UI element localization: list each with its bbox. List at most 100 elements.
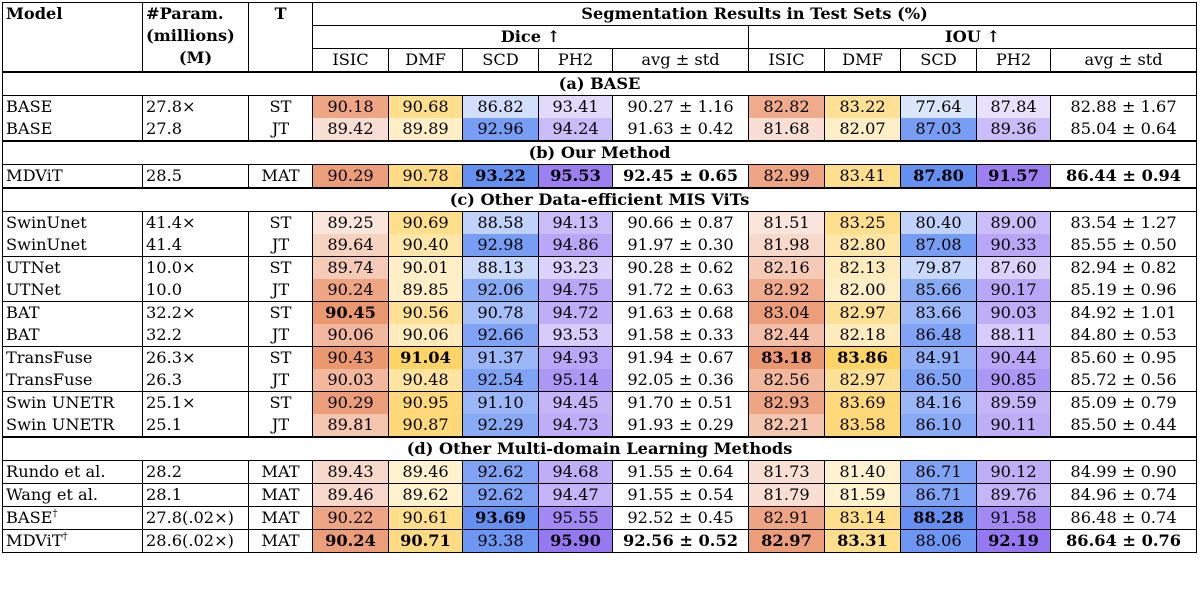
section-title: (b) Our Method [1, 140, 1198, 165]
iou-avg-cell: 85.50 ± 0.44 [1049, 414, 1198, 438]
param-cell: 26.3 [142, 369, 249, 392]
dice-isic-cell: 89.74 [312, 256, 389, 279]
header-params-line3: (M) [178, 48, 213, 67]
model-cell: SwinUnet [2, 211, 143, 234]
iou-isic-cell: 81.68 [748, 118, 825, 142]
header-segmentation-title: Segmentation Results in Test Sets (%) [311, 2, 1198, 26]
section-title: (a) BASE [1, 71, 1198, 96]
param-cell: 27.8 [142, 118, 249, 142]
dice-ph2-cell: 94.47 [538, 483, 613, 507]
dice-avg-cell: 91.94 ± 0.67 [612, 346, 749, 369]
dice-scd-cell: 92.96 [462, 118, 539, 142]
table-row: TransFuse 26.3 JT 90.03 90.48 92.54 95.14 92.05… [2, 369, 1198, 392]
model-cell: Rundo et al. [2, 460, 143, 484]
dice-scd-cell: 93.22 [462, 164, 539, 189]
iou-isic-cell: 81.79 [748, 483, 825, 507]
dice-dmf-cell: 90.48 [388, 369, 463, 392]
dice-scd-cell: 88.13 [462, 256, 539, 279]
model-cell: BASE† [2, 506, 143, 530]
iou-dmf-cell: 83.69 [824, 391, 901, 414]
dice-scd-cell: 92.62 [462, 460, 539, 484]
iou-scd-cell: 79.87 [900, 256, 977, 279]
dagger-mark: † [62, 531, 68, 543]
dice-scd-cell: 92.06 [462, 279, 539, 302]
training-type-cell: MAT [248, 460, 313, 484]
section-header: (c) Other Data-efficient MIS ViTs [1, 187, 1198, 212]
table-row: BAT 32.2× ST 90.45 90.56 90.78 94.72 91.63 ± 0.… [2, 301, 1198, 324]
dice-avg-cell: 91.97 ± 0.30 [612, 234, 749, 257]
iou-avg-cell: 83.54 ± 1.27 [1049, 211, 1198, 234]
iou-scd-cell: 86.48 [900, 324, 977, 347]
model-name: UTNet [6, 280, 61, 299]
iou-isic-cell: 82.99 [748, 164, 825, 189]
training-type-cell: MAT [248, 483, 313, 507]
param-cell: 25.1 [142, 414, 249, 438]
iou-ph2-cell: 92.19 [976, 529, 1051, 553]
model-cell: MDViT [2, 164, 143, 189]
model-name: Swin UNETR [6, 415, 115, 434]
iou-scd-cell: 86.50 [900, 369, 977, 392]
model-name: UTNet [6, 258, 61, 277]
dice-ph2-cell: 94.72 [538, 301, 613, 324]
model-name: BASE [6, 97, 53, 116]
iou-ph2-cell: 91.58 [976, 506, 1051, 530]
table-row: Rundo et al. 28.2 MAT 89.43 89.46 92.62 94.68 9… [2, 460, 1198, 484]
header-model: Model [2, 2, 143, 73]
dice-isic-cell: 90.06 [312, 324, 389, 347]
model-cell: Swin UNETR [2, 414, 143, 438]
iou-isic-cell: 82.21 [748, 414, 825, 438]
results-table: Model #Param. (millions) (M) T Segmentat… [1, 2, 1198, 553]
model-cell: UTNet [2, 279, 143, 302]
dice-ph2-cell: 95.53 [538, 164, 613, 189]
table-row: Swin UNETR 25.1 JT 89.81 90.87 92.29 94.73 91.9… [2, 414, 1198, 438]
table-row: UTNet 10.0 JT 90.24 89.85 92.06 94.75 91.72 ± 0… [2, 279, 1198, 302]
dice-ph2-cell: 94.75 [538, 279, 613, 302]
iou-ph2-cell: 87.60 [976, 256, 1051, 279]
model-cell: TransFuse [2, 369, 143, 392]
dice-ph2-cell: 95.90 [538, 529, 613, 553]
iou-isic-cell: 81.73 [748, 460, 825, 484]
iou-dmf-cell: 83.25 [824, 211, 901, 234]
model-name: Swin UNETR [6, 393, 115, 412]
training-type-cell: MAT [248, 529, 313, 553]
model-cell: BASE [2, 95, 143, 118]
dice-isic-cell: 90.24 [312, 279, 389, 302]
dice-isic-cell: 89.43 [312, 460, 389, 484]
dice-isic-cell: 90.43 [312, 346, 389, 369]
model-name: SwinUnet [6, 213, 87, 232]
iou-scd-cell: 87.08 [900, 234, 977, 257]
model-cell: UTNet [2, 256, 143, 279]
table-header: Model #Param. (millions) (M) T Segmentat… [2, 2, 1198, 73]
training-type-cell: ST [248, 301, 313, 324]
header-iou-dmf: DMF [824, 48, 901, 73]
iou-dmf-cell: 82.97 [824, 301, 901, 324]
header-params-line1: #Param. [146, 4, 224, 23]
dice-dmf-cell: 90.40 [388, 234, 463, 257]
dice-ph2-cell: 93.53 [538, 324, 613, 347]
table-row: MDViT† 28.6(.02×) MAT 90.24 90.71 93.38 95.90 9… [2, 529, 1198, 553]
iou-scd-cell: 86.10 [900, 414, 977, 438]
dice-dmf-cell: 89.62 [388, 483, 463, 507]
table-row: SwinUnet 41.4× ST 89.25 90.69 88.58 94.13 90.66… [2, 211, 1198, 234]
table-row: Swin UNETR 25.1× ST 90.29 90.95 91.10 94.45 91.… [2, 391, 1198, 414]
iou-avg-cell: 86.44 ± 0.94 [1049, 164, 1198, 189]
dice-isic-cell: 90.29 [312, 391, 389, 414]
iou-scd-cell: 88.06 [900, 529, 977, 553]
iou-ph2-cell: 91.57 [976, 164, 1051, 189]
iou-ph2-cell: 90.33 [976, 234, 1051, 257]
dice-avg-cell: 91.70 ± 0.51 [612, 391, 749, 414]
header-t: T [248, 2, 313, 73]
iou-dmf-cell: 82.07 [824, 118, 901, 142]
iou-isic-cell: 82.56 [748, 369, 825, 392]
dice-avg-cell: 91.55 ± 0.64 [612, 460, 749, 484]
iou-scd-cell: 84.16 [900, 391, 977, 414]
dice-isic-cell: 89.25 [312, 211, 389, 234]
section-header: (a) BASE [1, 71, 1198, 96]
iou-ph2-cell: 89.76 [976, 483, 1051, 507]
training-type-cell: ST [248, 256, 313, 279]
training-type-cell: MAT [248, 506, 313, 530]
dice-dmf-cell: 90.87 [388, 414, 463, 438]
dice-scd-cell: 91.10 [462, 391, 539, 414]
iou-avg-cell: 85.09 ± 0.79 [1049, 391, 1198, 414]
header-iou-avg: avg ± std [1049, 48, 1198, 73]
